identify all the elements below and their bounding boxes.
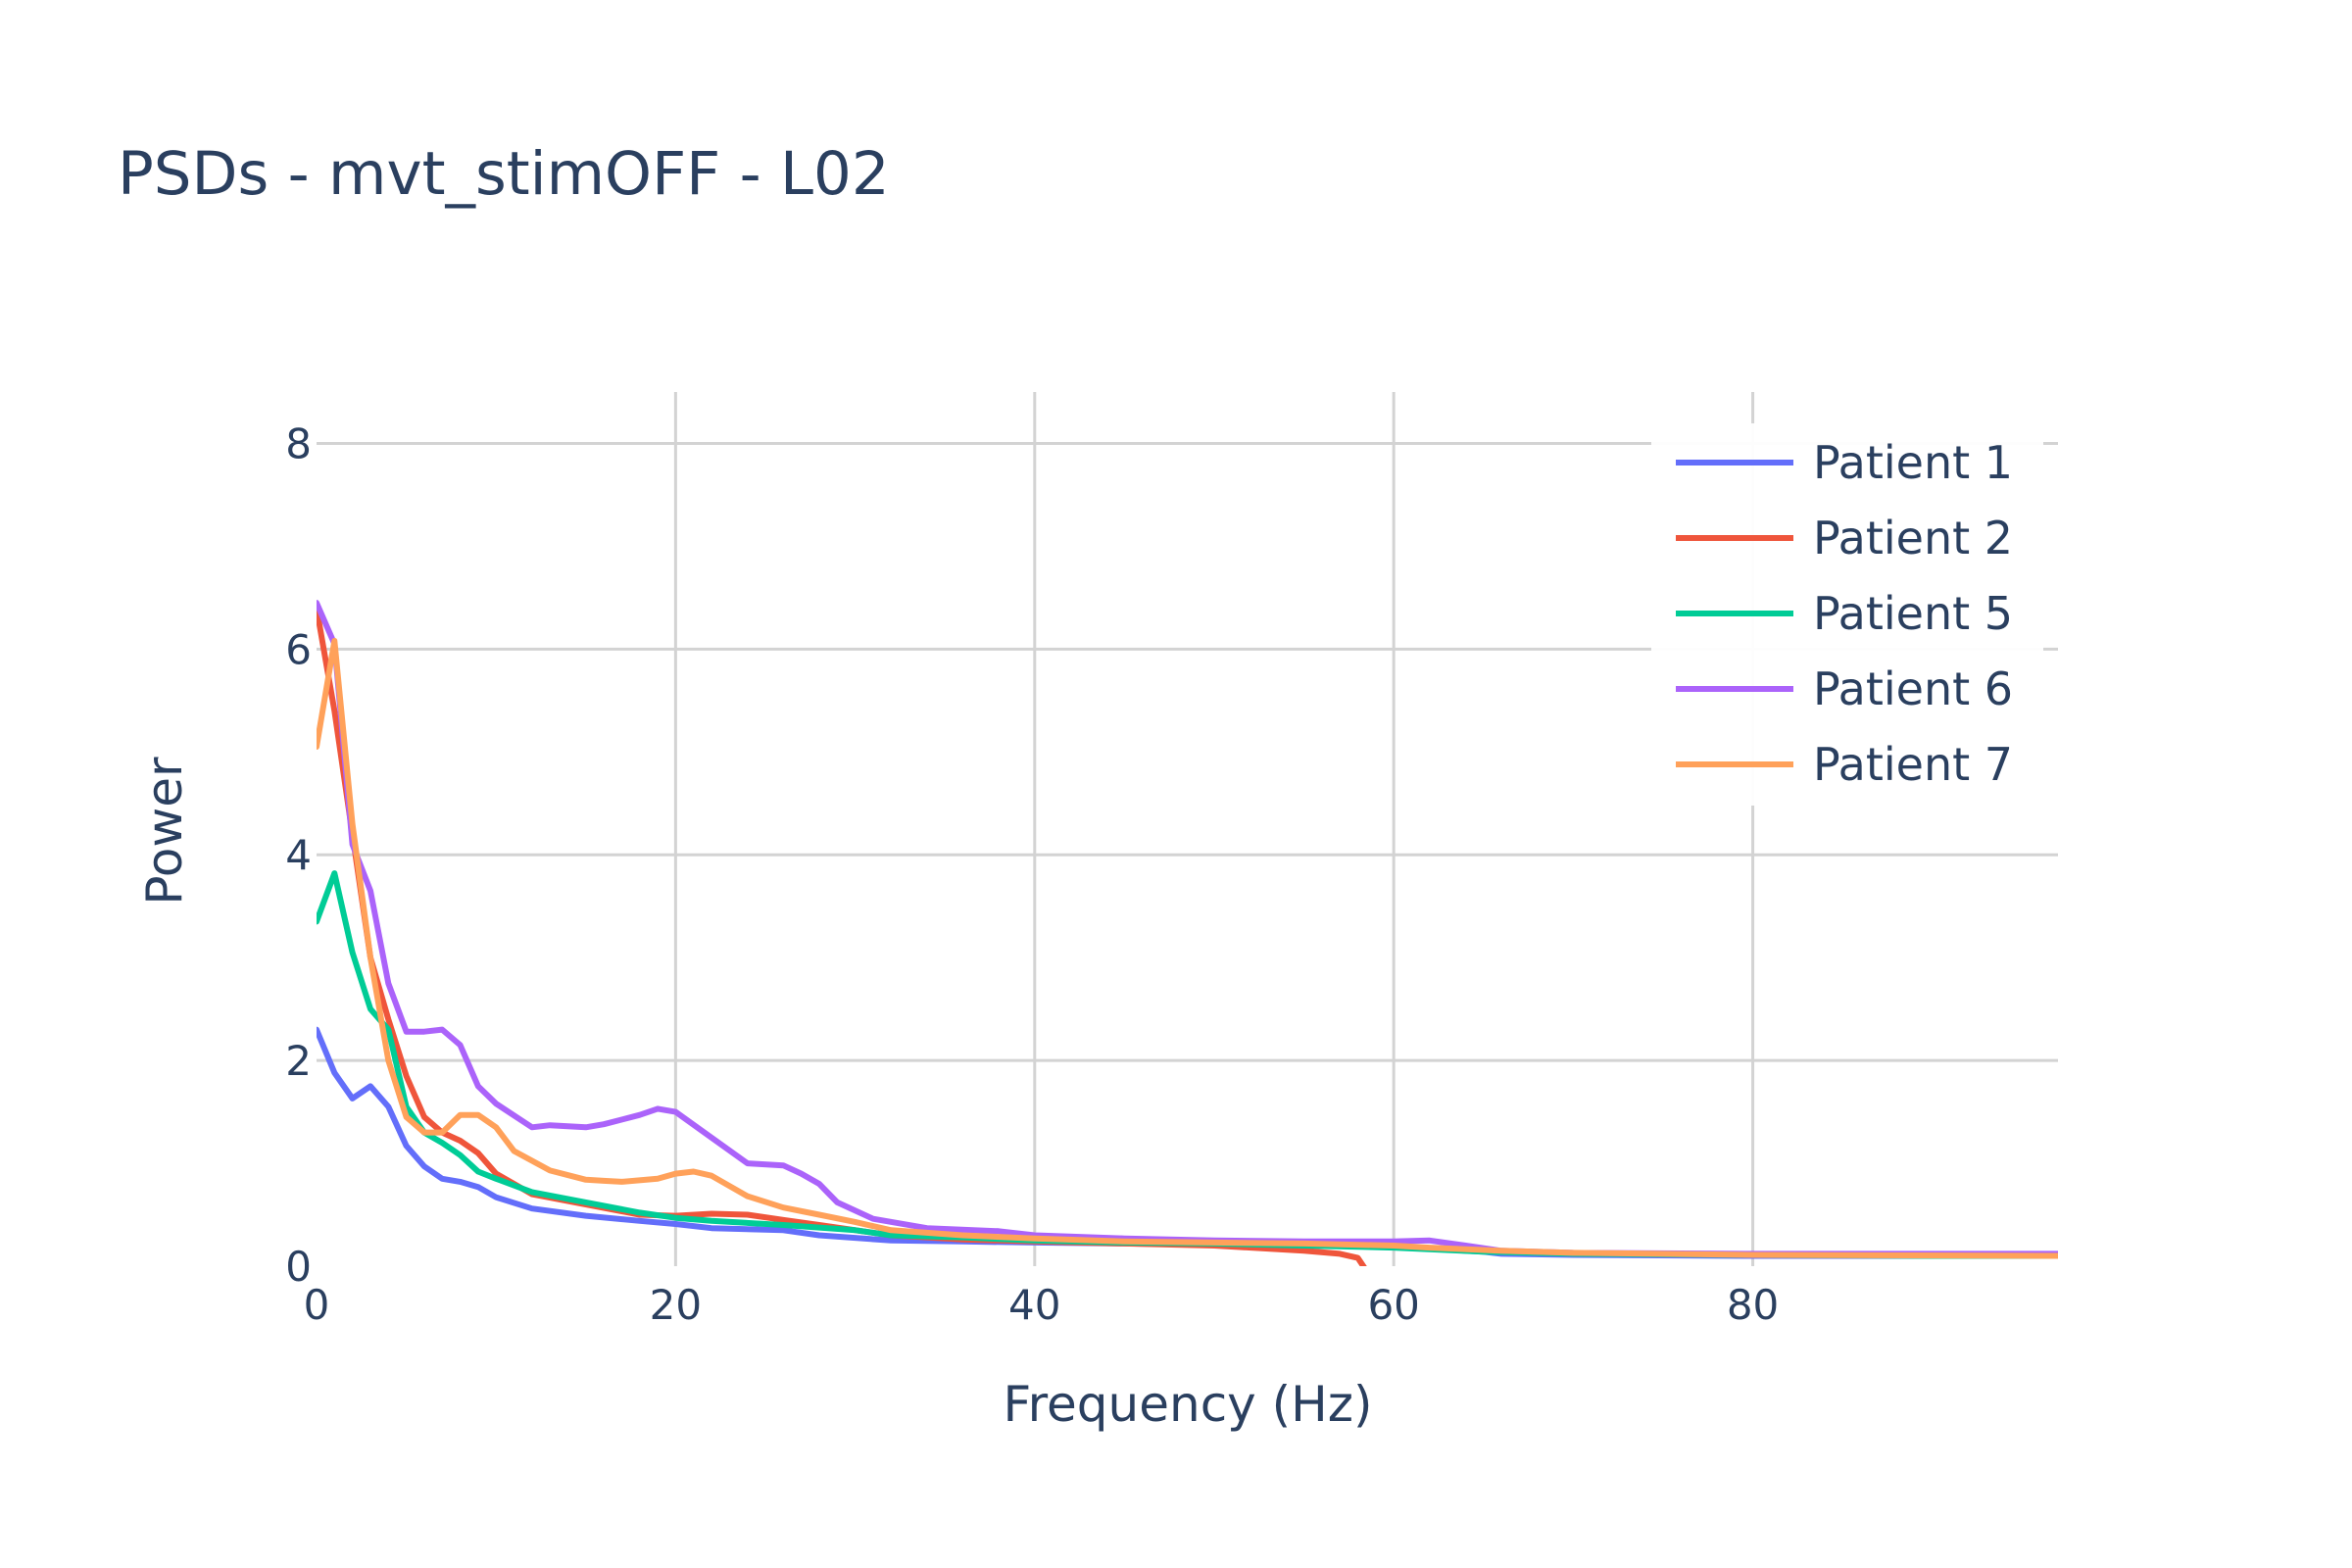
y-tick-label: 6 <box>285 625 312 673</box>
y-tick-label: 4 <box>285 831 312 879</box>
x-tick-label: 60 <box>1367 1281 1419 1329</box>
chart-title: PSDs - mvt_stimOFF - L02 <box>118 139 890 209</box>
x-tick-label: 0 <box>304 1281 330 1329</box>
legend-label-patient-2: Patient 2 <box>1813 512 2013 564</box>
legend-label-patient-6: Patient 6 <box>1813 662 2013 715</box>
x-tick-label: 80 <box>1727 1281 1779 1329</box>
series-line-patient-5 <box>317 870 2058 1259</box>
y-axis-ticks: 0 2 4 6 8 <box>285 419 312 1291</box>
series-line-patient-6 <box>317 600 2058 1257</box>
x-tick-label: 40 <box>1008 1281 1060 1329</box>
x-axis-title: Frequency (Hz) <box>1003 1376 1372 1433</box>
legend-label-patient-5: Patient 5 <box>1813 587 2013 640</box>
series-line-patient-7 <box>317 638 2058 1259</box>
y-axis-title: Power <box>136 757 193 906</box>
legend-label-patient-7: Patient 7 <box>1813 738 2013 791</box>
series-line-patient-1 <box>317 1026 2058 1259</box>
y-tick-label: 2 <box>285 1037 312 1085</box>
legend-label-patient-1: Patient 1 <box>1813 436 2013 489</box>
x-tick-label: 20 <box>650 1281 702 1329</box>
y-tick-label: 8 <box>285 419 312 467</box>
y-tick-label: 0 <box>285 1243 312 1291</box>
plot-series <box>317 600 2058 1266</box>
x-axis-ticks: 0 20 40 60 80 <box>304 1281 1780 1329</box>
legend: Patient 1 Patient 2 Patient 5 Patient 6 Pati… <box>1651 423 2043 806</box>
